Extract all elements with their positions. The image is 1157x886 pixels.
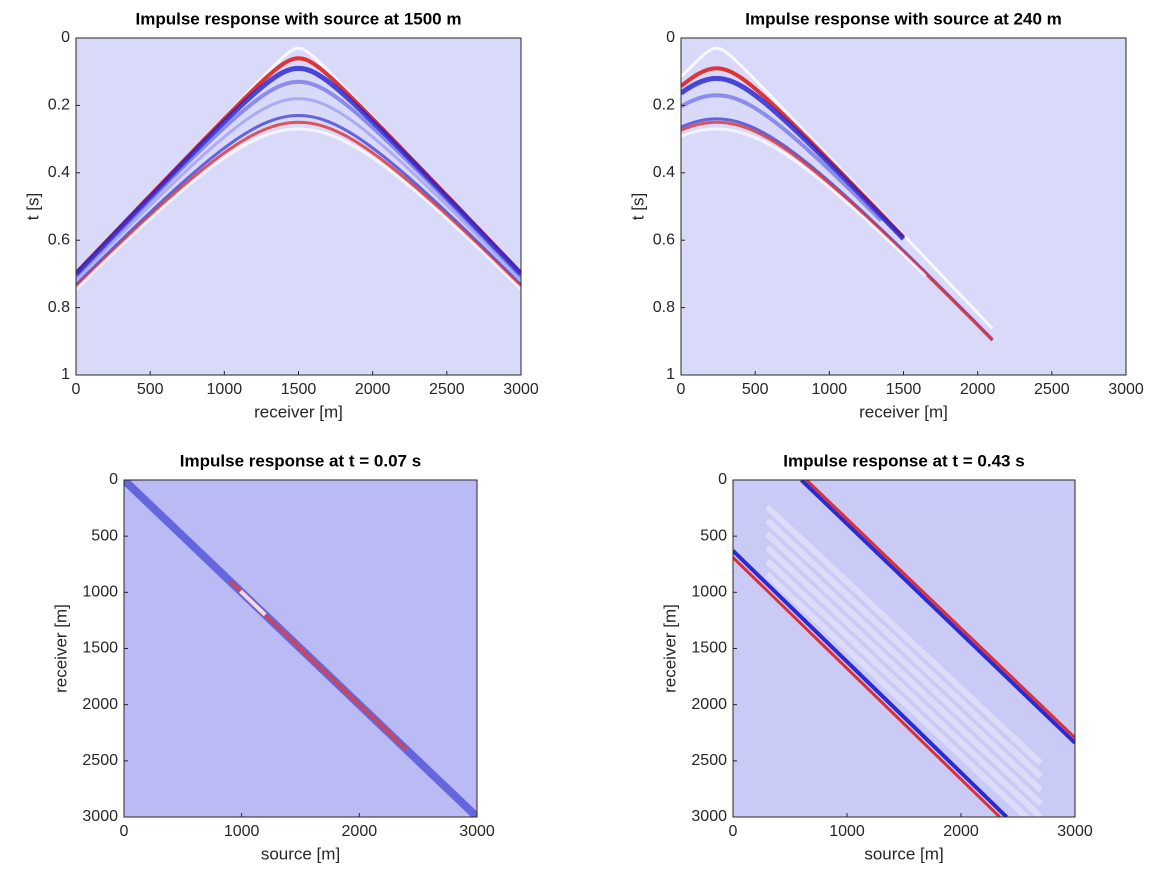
subplot: 0 500 1000 1500 2000 2500 3000 0 0.2 0.4 0.6 0.8 1 Im… xyxy=(23,9,538,421)
y-tick-label: 500 xyxy=(700,527,727,544)
chart-title: Impulse response at t = 0.43 s xyxy=(783,451,1024,470)
y-axis-label: t [s] xyxy=(23,193,42,220)
wavefront xyxy=(76,114,521,286)
y-tick-label: 500 xyxy=(91,527,118,544)
wavefront xyxy=(681,46,994,330)
y-tick-label: 2500 xyxy=(82,752,118,769)
wavefront xyxy=(765,545,1043,806)
wavefront xyxy=(805,480,1075,739)
x-tick-label: 1000 xyxy=(224,823,260,840)
wavefront xyxy=(76,120,521,288)
subplot: 0 500 1000 1500 2000 2500 3000 0 0.2 0.4 0.6 0.8 1 Im… xyxy=(628,9,1143,421)
subplot: 0 1000 2000 3000050010001500200025003000Imp… xyxy=(51,451,494,863)
wavefront xyxy=(681,75,906,241)
y-tick-label: 2000 xyxy=(82,696,118,713)
x-tick-label: 1500 xyxy=(886,381,922,398)
y-tick-label: 0.2 xyxy=(48,97,70,114)
wavefront xyxy=(76,127,521,291)
subplot: 0 1000 2000 3000050010001500200025003000Imp… xyxy=(660,451,1092,863)
wavefront xyxy=(733,549,1008,817)
y-tick-label: 1 xyxy=(666,366,675,383)
x-tick-label: 2000 xyxy=(960,381,996,398)
x-tick-label: 2000 xyxy=(943,823,979,840)
y-axis-label: receiver [m] xyxy=(660,604,679,693)
y-tick-label: 0.2 xyxy=(653,97,675,114)
chart-title: Impulse response with source at 240 m xyxy=(745,9,1062,28)
heatmap-image xyxy=(681,46,994,342)
y-axis-label: receiver [m] xyxy=(51,604,70,693)
x-tick-label: 500 xyxy=(137,381,164,398)
y-tick-label: 0 xyxy=(61,29,70,46)
x-tick-label: 0 xyxy=(120,823,129,840)
x-tick-label: 3000 xyxy=(503,381,539,398)
x-tick-label: 3000 xyxy=(1057,823,1093,840)
wavefront xyxy=(681,120,994,342)
x-tick-label: 0 xyxy=(729,823,738,840)
y-tick-label: 3000 xyxy=(82,808,118,825)
y-tick-label: 0.4 xyxy=(48,164,70,181)
y-tick-label: 2500 xyxy=(691,752,727,769)
y-tick-label: 0 xyxy=(666,29,675,46)
y-tick-label: 3000 xyxy=(691,808,727,825)
x-tick-label: 500 xyxy=(742,381,769,398)
y-tick-label: 1000 xyxy=(82,584,118,601)
x-tick-label: 0 xyxy=(677,381,686,398)
x-tick-label: 1000 xyxy=(829,823,865,840)
heatmap-image xyxy=(124,480,477,817)
wavefront xyxy=(765,518,1043,779)
wavefront xyxy=(681,93,883,222)
x-tick-label: 1000 xyxy=(812,381,848,398)
x-tick-label: 2000 xyxy=(342,823,378,840)
heatmap-background xyxy=(733,480,1075,817)
wavefront xyxy=(800,480,1075,745)
x-tick-label: 2000 xyxy=(355,381,391,398)
y-tick-label: 1000 xyxy=(691,584,727,601)
y-tick-label: 1 xyxy=(61,366,70,383)
x-tick-label: 3000 xyxy=(1108,381,1144,398)
y-tick-label: 1500 xyxy=(691,640,727,657)
y-tick-label: 1500 xyxy=(82,640,118,657)
y-tick-label: 0 xyxy=(109,471,118,488)
wavefront xyxy=(765,531,1043,793)
chart-title: Impulse response at t = 0.07 s xyxy=(180,451,421,470)
y-axis-label: t [s] xyxy=(628,193,647,220)
wavefront xyxy=(76,65,521,276)
y-tick-label: 0.8 xyxy=(48,299,70,316)
heatmap-image xyxy=(733,480,1075,817)
y-tick-label: 2000 xyxy=(691,696,727,713)
wavefront xyxy=(765,558,1043,817)
x-axis-label: receiver [m] xyxy=(859,402,948,421)
x-tick-label: 1500 xyxy=(281,381,317,398)
chart-title: Impulse response with source at 1500 m xyxy=(136,9,462,28)
y-tick-label: 0.6 xyxy=(48,231,70,248)
wavefront xyxy=(76,97,521,281)
y-tick-label: 0.4 xyxy=(653,164,675,181)
x-axis-label: receiver [m] xyxy=(254,402,343,421)
y-tick-label: 0.8 xyxy=(653,299,675,316)
x-axis-label: source [m] xyxy=(261,844,340,863)
wavefront xyxy=(681,127,927,278)
x-tick-label: 1000 xyxy=(207,381,243,398)
x-axis-label: source [m] xyxy=(864,844,943,863)
x-tick-label: 3000 xyxy=(459,823,495,840)
wavefront xyxy=(765,504,1043,766)
x-tick-label: 2500 xyxy=(429,381,465,398)
y-tick-label: 0 xyxy=(718,471,727,488)
y-tick-label: 0.6 xyxy=(653,231,675,248)
wavefront xyxy=(733,556,1001,817)
wavefront xyxy=(765,572,1031,817)
heatmap-image xyxy=(76,46,521,291)
wavefront xyxy=(239,589,267,617)
wavefront xyxy=(76,79,521,278)
x-tick-label: 2500 xyxy=(1034,381,1070,398)
x-tick-label: 0 xyxy=(72,381,81,398)
